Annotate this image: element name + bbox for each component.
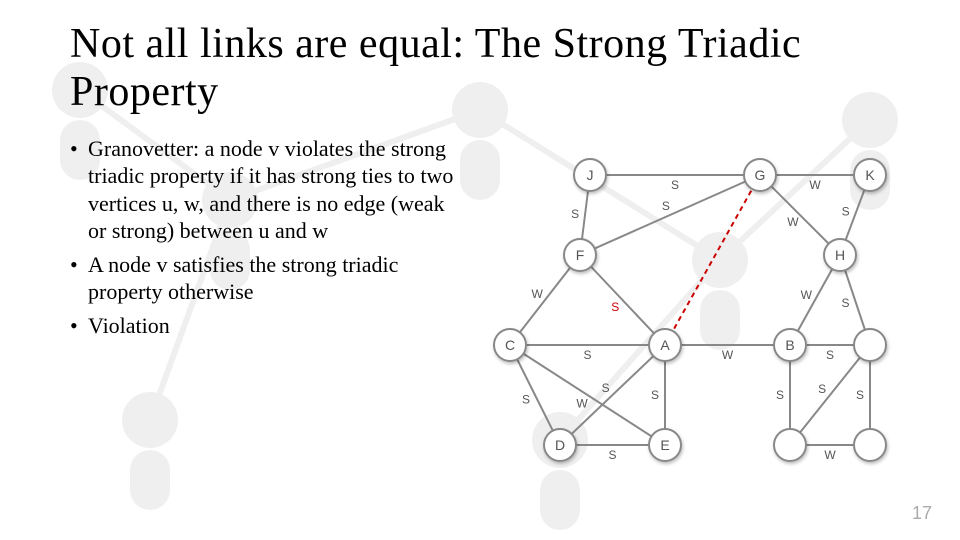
nodes: J G K F H C A B D E [494,159,886,461]
violation-edge [665,175,760,345]
edge-label: W [531,286,543,300]
graph-node [774,429,806,461]
edge [580,255,665,345]
slide: Not all links are equal: The Strong Tria… [0,0,960,540]
bullet-item: Granovetter: a node v violates the stron… [70,135,460,245]
edge-label: S [522,392,530,406]
node-label: C [505,337,515,353]
bullet-item: Violation [70,312,460,340]
edge-label: S [608,448,616,462]
edge-label: S [651,388,659,402]
edge-label: W [787,215,799,229]
content-row: Granovetter: a node v violates the stron… [70,135,900,495]
network-diagram: SWSSWSWSWSSWSSWSSSSSSWJGKFHCABDE [470,135,900,495]
edge-label: S [842,296,850,310]
page-title: Not all links are equal: The Strong Tria… [70,20,900,117]
graph-node [854,329,886,361]
edge [560,345,665,445]
edge [510,255,580,345]
edge-label: S [776,388,784,402]
graph-node [854,429,886,461]
edge-label: S [826,348,834,362]
page-number: 17 [912,503,932,524]
node-label: B [785,337,794,353]
edge-label: S [818,381,826,395]
edge-label: S [856,388,864,402]
node-label: E [660,437,669,453]
node-label: H [835,247,845,263]
edge-label: S [611,299,619,313]
edge-label: S [602,380,610,394]
node-label: J [587,167,594,183]
edge-label: W [809,178,821,192]
violation-edges [665,175,760,345]
node-label: G [755,167,766,183]
edge-label: S [583,348,591,362]
bullet-list: Granovetter: a node v violates the stron… [70,135,460,495]
edge-label: W [722,348,734,362]
edge-label: S [571,206,579,220]
edge-label: W [801,288,813,302]
node-label: F [576,247,585,263]
node-label: K [865,167,875,183]
edge-label: S [662,198,670,212]
edges: SWSSWSWSWSSWSSWSSSSSSW [510,175,870,462]
edge-label: W [576,396,588,410]
edge-label: S [842,204,850,218]
node-label: D [555,437,565,453]
bullet-item: A node v satisfies the strong triadic pr… [70,251,460,306]
node-label: A [660,337,670,353]
edge-label: S [671,178,679,192]
edge-label: W [824,448,836,462]
diagram-container: SWSSWSWSWSSWSSWSSSSSSWJGKFHCABDE [470,135,900,495]
